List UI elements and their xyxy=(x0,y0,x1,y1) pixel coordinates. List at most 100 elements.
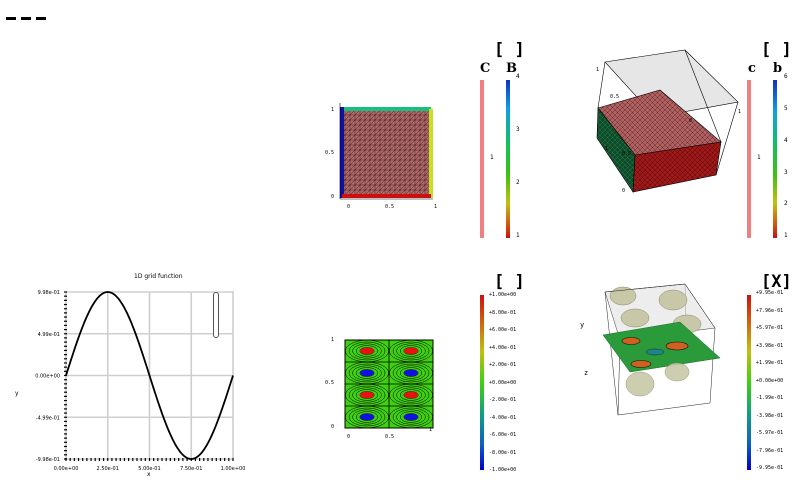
contour-line xyxy=(399,345,423,357)
iso-colorbar xyxy=(747,295,751,470)
contour-minimum xyxy=(404,369,418,377)
cell-colorbar-tick: 1 xyxy=(490,154,494,161)
colorbar-tick-label: -9.95e-01 xyxy=(756,465,784,471)
colorbar-tick-label: -1.00e+00 xyxy=(489,467,517,473)
grid2d-xtick: 0.5 xyxy=(385,204,395,210)
y-tick-label: -4.99e-01 xyxy=(36,415,60,421)
iso-axis-label: z xyxy=(584,369,589,377)
contour-line xyxy=(396,409,426,425)
y-tick-label: 4.99e-01 xyxy=(38,332,60,338)
plot-title: 1D grid function xyxy=(134,273,183,280)
contour-line xyxy=(348,341,386,361)
boundary-colorbar-tick: 4 xyxy=(516,73,520,80)
contour-line xyxy=(355,389,379,401)
x-axis-label: x xyxy=(147,471,151,478)
colorbar-tick-label: -5.97e-01 xyxy=(756,430,784,436)
cell-colorbar-tick: 1 xyxy=(757,154,761,161)
boundary-colorbar-tick: 3 xyxy=(784,169,788,176)
contour-line xyxy=(399,411,423,423)
colorbar-label-c: C xyxy=(480,61,491,76)
contour-line xyxy=(392,407,430,427)
boundary-colorbar xyxy=(506,80,510,238)
contour-line xyxy=(392,385,430,405)
plot-scroll-handle[interactable] xyxy=(213,292,219,338)
contour-xtick: 0.5 xyxy=(385,434,395,440)
iso-3d-plot xyxy=(602,283,721,416)
colorbar-tick-label: +0.00e+00 xyxy=(756,377,784,384)
contour-ytick: 0 xyxy=(331,424,335,430)
boundary-colorbar-tick: 4 xyxy=(784,137,788,144)
grid3d-tick: 1 xyxy=(596,67,600,73)
colorbar-tick-label: -2.00e-01 xyxy=(489,397,517,403)
boundary-colorbar-tick: 2 xyxy=(784,200,788,207)
colorbar-tick-label: -3.98e-01 xyxy=(756,412,784,419)
contour-maximum xyxy=(404,347,418,355)
grid3d-tick: 0.5 xyxy=(622,151,632,157)
contour-line xyxy=(392,341,430,361)
contour-line xyxy=(348,363,386,383)
y-tick-label: 0.00e+00 xyxy=(35,374,60,380)
contour-line xyxy=(359,347,375,355)
contour-xtick: 1 xyxy=(429,427,433,433)
boundary-colorbar-tick: 6 xyxy=(784,73,788,80)
panel-title-bracket[interactable]: [ ] xyxy=(494,272,525,292)
contour-line xyxy=(396,365,426,381)
contour-line xyxy=(359,369,375,377)
contour-line xyxy=(399,367,423,379)
boundary-colorbar xyxy=(773,80,777,238)
x-tick-label: 0.00e+00 xyxy=(54,466,79,472)
boundary-colorbar-tick: 3 xyxy=(516,126,520,133)
panel-title-bracket[interactable]: [ ] xyxy=(761,40,792,60)
grid-2d-plot xyxy=(339,103,433,200)
x-tick-label: 1.00e+00 xyxy=(221,466,246,472)
boundary-colorbar-tick: 5 xyxy=(784,105,788,112)
grid2d-ytick: 0 xyxy=(331,194,335,200)
y-tick-label: 9.98e-01 xyxy=(38,290,60,296)
contour-minimum xyxy=(360,413,374,421)
grid3d-tick: 1 xyxy=(738,109,742,115)
colorbar-tick-label: +9.95e-01 xyxy=(756,290,784,296)
grid2d-ytick: 1 xyxy=(331,107,335,113)
contour-minimum xyxy=(404,413,418,421)
contour-line xyxy=(403,347,419,355)
grid2d-xtick: 1 xyxy=(434,204,438,210)
contour-line xyxy=(403,413,419,421)
contour-maximum xyxy=(404,391,418,399)
grid3d-tick: 1 xyxy=(605,146,609,152)
cell-colorbar xyxy=(480,80,484,238)
y-axis-label: y xyxy=(15,390,19,397)
contour-maximum xyxy=(360,391,374,399)
contour-plot xyxy=(344,339,434,429)
contour-ytick: 1 xyxy=(331,337,335,343)
contour-xtick: 0 xyxy=(347,434,351,440)
contour-line xyxy=(352,409,382,425)
line-plot: 0.00e+00 2.50e-01 5.00e-01 7.50e-01 1.00e+00… xyxy=(35,290,246,472)
contour-line xyxy=(396,387,426,403)
colorbar-tick-label: +4.00e-01 xyxy=(489,344,517,351)
colorbar-tick-label: -8.00e-01 xyxy=(489,449,517,456)
grid2d-ytick: 0.5 xyxy=(325,150,335,156)
boundary-colorbar-tick: 1 xyxy=(516,232,520,239)
colorbar-tick-label: +2.00e-01 xyxy=(489,362,517,368)
panel-title-close-bracket[interactable]: [X] xyxy=(761,272,792,292)
colorbar-tick-label: -7.96e-01 xyxy=(756,447,784,454)
hamburger-icon[interactable] xyxy=(5,12,49,24)
contour-line xyxy=(355,367,379,379)
contour-line xyxy=(352,343,382,359)
value-colorbar xyxy=(480,295,484,470)
boundary-colorbar-tick: 2 xyxy=(516,179,520,186)
colorbar-tick-label: +7.96e-01 xyxy=(756,307,784,314)
colorbar-tick-label: +0.00e+00 xyxy=(489,379,517,386)
colorbar-tick-label: -1.99e-01 xyxy=(756,395,784,401)
contour-line xyxy=(359,391,375,399)
contour-maximum xyxy=(360,347,374,355)
panel-title-bracket[interactable]: [ ] xyxy=(494,40,525,60)
colorbar-tick-label: -6.00e-01 xyxy=(489,432,517,438)
contour-line xyxy=(399,389,423,401)
contour-line xyxy=(359,413,375,421)
x-tick-label: 7.50e-01 xyxy=(180,466,202,472)
grid3d-tick: 0.5 xyxy=(610,94,620,100)
contour-line xyxy=(348,385,386,405)
contour-line xyxy=(392,363,430,383)
cell-colorbar xyxy=(747,80,751,238)
